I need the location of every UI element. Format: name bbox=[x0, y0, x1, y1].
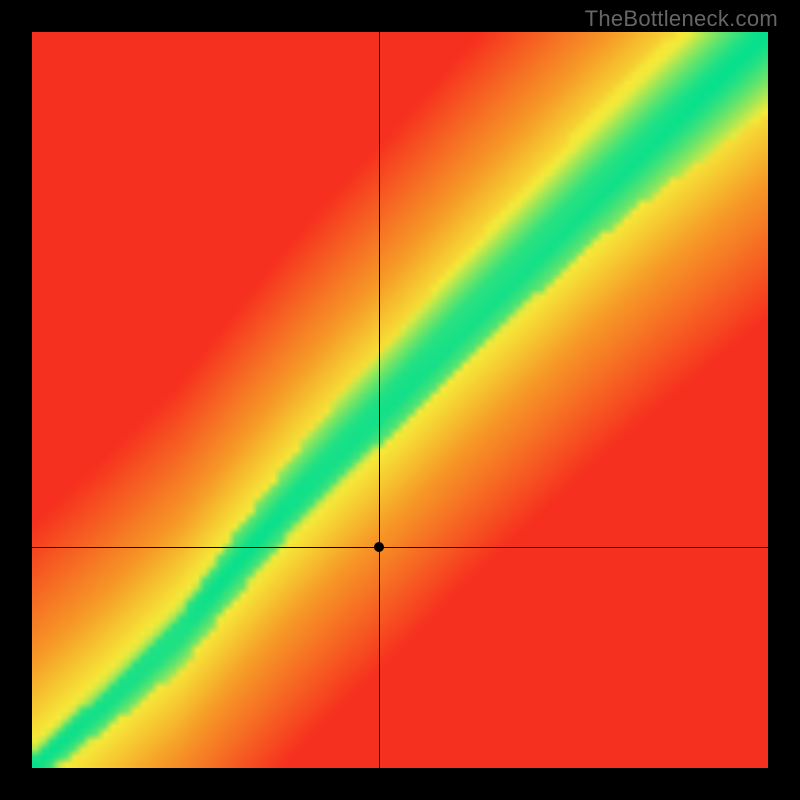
watermark-text: TheBottleneck.com bbox=[585, 6, 778, 32]
crosshair-vertical bbox=[379, 32, 380, 768]
frame-left bbox=[0, 32, 32, 768]
crosshair-horizontal bbox=[32, 547, 768, 548]
heatmap-canvas bbox=[32, 32, 768, 768]
frame-bottom bbox=[0, 768, 800, 800]
data-point-marker bbox=[374, 542, 384, 552]
chart-container: TheBottleneck.com bbox=[0, 0, 800, 800]
frame-right bbox=[768, 32, 800, 768]
